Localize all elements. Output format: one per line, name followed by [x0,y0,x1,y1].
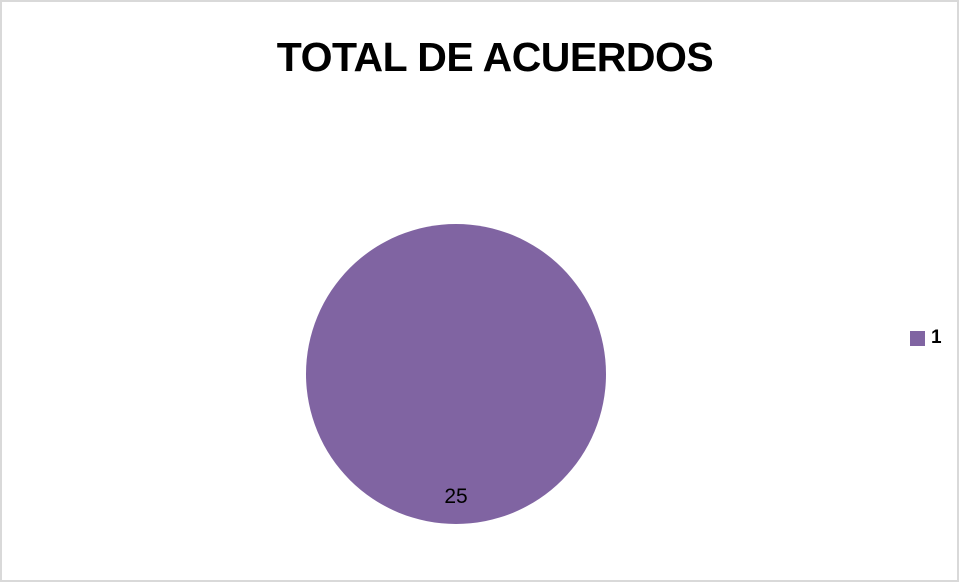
chart-title: TOTAL DE ACUERDOS [276,34,714,80]
pie-data-label: 25 [444,485,467,508]
legend-swatch [910,330,925,346]
legend-label: 1 [931,327,942,348]
pie-slice [306,224,606,524]
legend: 1 [910,327,942,349]
pie-slices [306,224,606,524]
pie-data-labels: 25 [444,485,467,508]
